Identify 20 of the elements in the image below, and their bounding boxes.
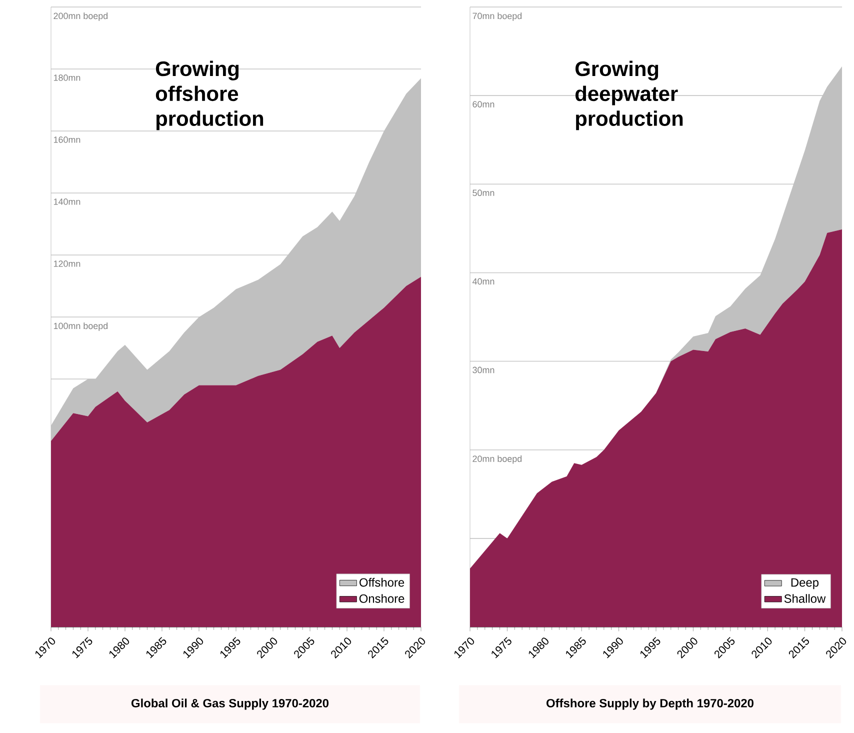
legend-label: Deep <box>791 578 819 590</box>
y-tick-label: 120mn <box>54 260 80 267</box>
y-tick-label: 140mn <box>54 198 80 205</box>
series-label: Onshore <box>359 594 404 603</box>
y-tick-label: 50mn <box>472 190 494 196</box>
y-tick-label: 160mn <box>54 136 80 143</box>
y-tick-label: 70mn boepd <box>472 12 522 21</box>
legend-label: Shallow <box>784 594 826 603</box>
y-tick-label: 20mn boepd <box>472 455 522 464</box>
y-tick-label: 60mn <box>472 101 494 108</box>
series-label: Offshore <box>360 578 404 587</box>
annotation: Growing offshore production <box>156 60 264 130</box>
y-tick-label: 200mn boepd <box>54 12 108 21</box>
annotation: Growing deepwater production <box>576 60 683 130</box>
y-tick-label: 100mn boepd <box>54 322 108 331</box>
y-tick-label: 40mn <box>472 278 494 285</box>
text: Global Oil & Gas Supply 1970-2020 <box>131 698 329 710</box>
text: Offshore Supply by Depth 1970-2020 <box>546 698 754 710</box>
y-tick-label: 30mn <box>472 366 494 374</box>
y-tick-label: 180mn <box>54 74 80 81</box>
